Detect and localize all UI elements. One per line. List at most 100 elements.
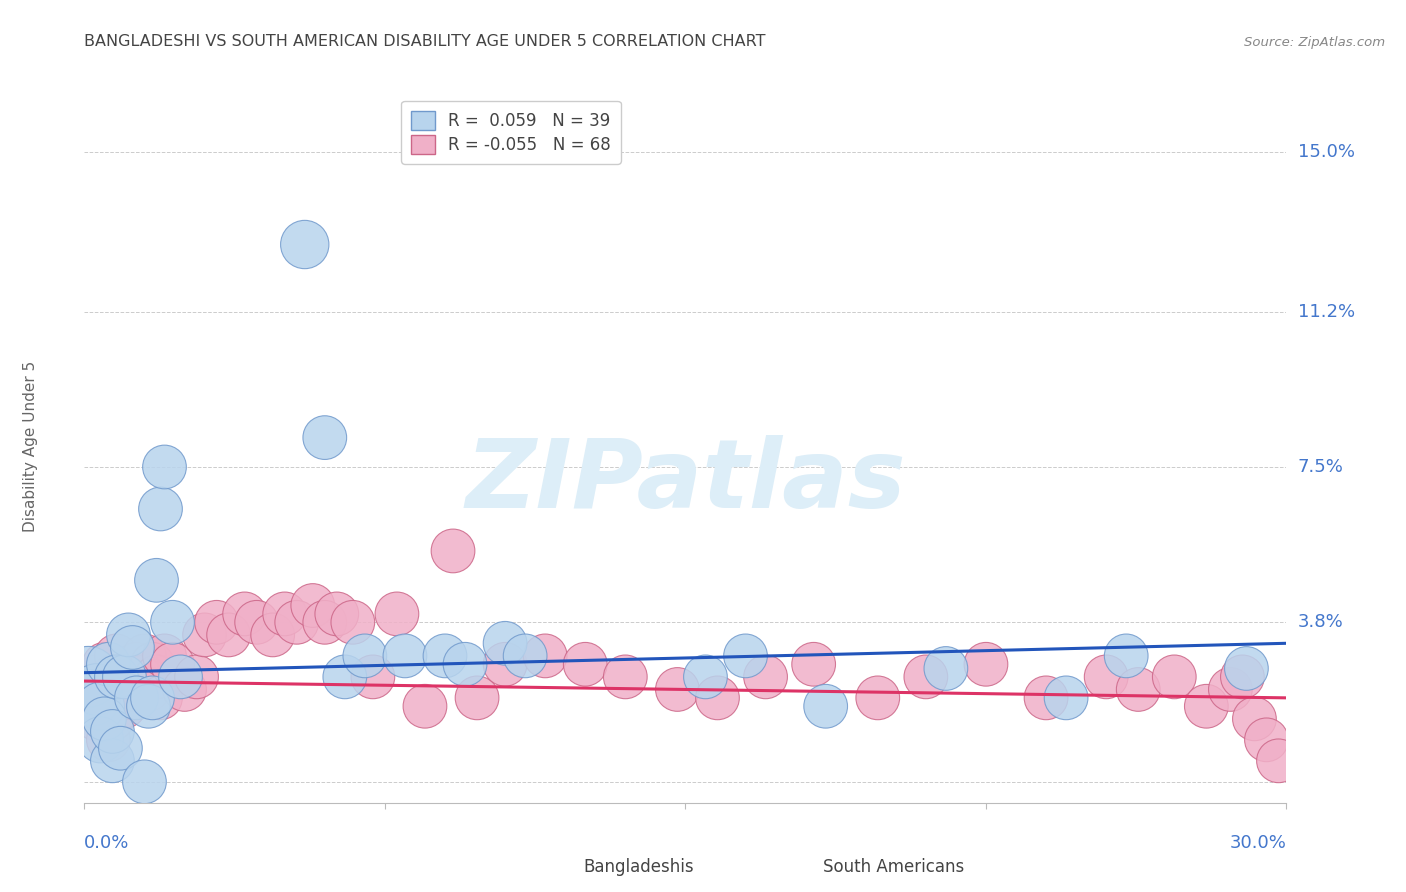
Point <box>141 690 163 705</box>
Point <box>1128 682 1150 697</box>
Text: 7.5%: 7.5% <box>1298 458 1344 476</box>
Point <box>695 670 717 684</box>
Point <box>1256 732 1278 747</box>
Point <box>1035 690 1057 705</box>
Point <box>803 657 825 672</box>
Point <box>314 431 336 445</box>
Point <box>93 657 115 672</box>
Point <box>1095 670 1118 684</box>
Point <box>814 699 837 714</box>
Point <box>326 607 349 621</box>
Point <box>145 574 167 588</box>
Point <box>186 670 208 684</box>
Text: South Americans: South Americans <box>823 858 963 876</box>
Point <box>125 690 148 705</box>
Point <box>114 699 135 714</box>
Text: 0.0%: 0.0% <box>84 834 129 852</box>
Point <box>1267 754 1289 768</box>
Point <box>149 502 172 516</box>
Point <box>169 670 191 684</box>
Point <box>105 670 128 684</box>
Point <box>614 670 637 684</box>
Point <box>1195 699 1218 714</box>
Point <box>394 648 416 663</box>
Point <box>153 648 176 663</box>
Point <box>246 615 269 630</box>
Point <box>666 682 689 697</box>
Text: 15.0%: 15.0% <box>1298 143 1355 161</box>
Point <box>93 712 115 726</box>
Point <box>385 607 408 621</box>
Point <box>121 640 143 655</box>
Point <box>134 670 156 684</box>
Point <box>121 690 143 705</box>
Point <box>134 648 156 663</box>
Point <box>974 657 997 672</box>
Point <box>1232 670 1254 684</box>
Point <box>162 615 184 630</box>
Point <box>915 670 938 684</box>
Point <box>117 628 139 642</box>
Text: Bangladeshis: Bangladeshis <box>583 858 695 876</box>
Point <box>86 670 108 684</box>
Legend: R =  0.059   N = 39, R = -0.055   N = 68: R = 0.059 N = 39, R = -0.055 N = 68 <box>401 101 621 164</box>
Point <box>97 690 120 705</box>
Point <box>354 648 377 663</box>
Point <box>755 670 778 684</box>
Point <box>141 657 163 672</box>
Point <box>89 732 111 747</box>
Point <box>82 690 104 705</box>
Text: Disability Age Under 5: Disability Age Under 5 <box>22 360 38 532</box>
Point <box>233 607 256 621</box>
Point <box>285 615 308 630</box>
Point <box>101 670 124 684</box>
Point <box>534 648 557 663</box>
Point <box>866 690 889 705</box>
Point <box>205 615 228 630</box>
Point <box>97 657 120 672</box>
Point <box>465 690 488 705</box>
Point <box>93 699 115 714</box>
Point <box>935 661 957 675</box>
Point <box>86 682 108 697</box>
Point <box>706 690 728 705</box>
Point <box>441 544 464 558</box>
Point <box>301 599 323 613</box>
Point <box>454 657 477 672</box>
Point <box>218 628 240 642</box>
Point <box>138 682 160 697</box>
Point <box>342 615 364 630</box>
Point <box>101 754 124 768</box>
Point <box>149 690 172 705</box>
Point <box>105 682 128 697</box>
Point <box>734 648 756 663</box>
Point <box>194 628 217 642</box>
Point <box>1234 661 1257 675</box>
Point <box>129 670 152 684</box>
Point <box>110 690 132 705</box>
Point <box>515 648 537 663</box>
Point <box>314 615 336 630</box>
Point <box>145 670 167 684</box>
Point <box>494 657 516 672</box>
Point <box>1243 712 1265 726</box>
Point <box>162 657 184 672</box>
Text: BANGLADESHI VS SOUTH AMERICAN DISABILITY AGE UNDER 5 CORRELATION CHART: BANGLADESHI VS SOUTH AMERICAN DISABILITY… <box>84 34 766 49</box>
Text: 3.8%: 3.8% <box>1298 614 1344 632</box>
Point <box>361 670 384 684</box>
Point <box>134 774 156 789</box>
Point <box>110 741 132 756</box>
Point <box>274 607 297 621</box>
Point <box>153 460 176 475</box>
Point <box>1115 648 1137 663</box>
Point <box>105 648 128 663</box>
Point <box>114 670 135 684</box>
Point <box>138 699 160 714</box>
Point <box>413 699 436 714</box>
Point <box>125 657 148 672</box>
Point <box>89 682 111 697</box>
Text: 30.0%: 30.0% <box>1230 834 1286 852</box>
Point <box>77 670 100 684</box>
Point <box>1219 682 1241 697</box>
Point <box>574 657 596 672</box>
